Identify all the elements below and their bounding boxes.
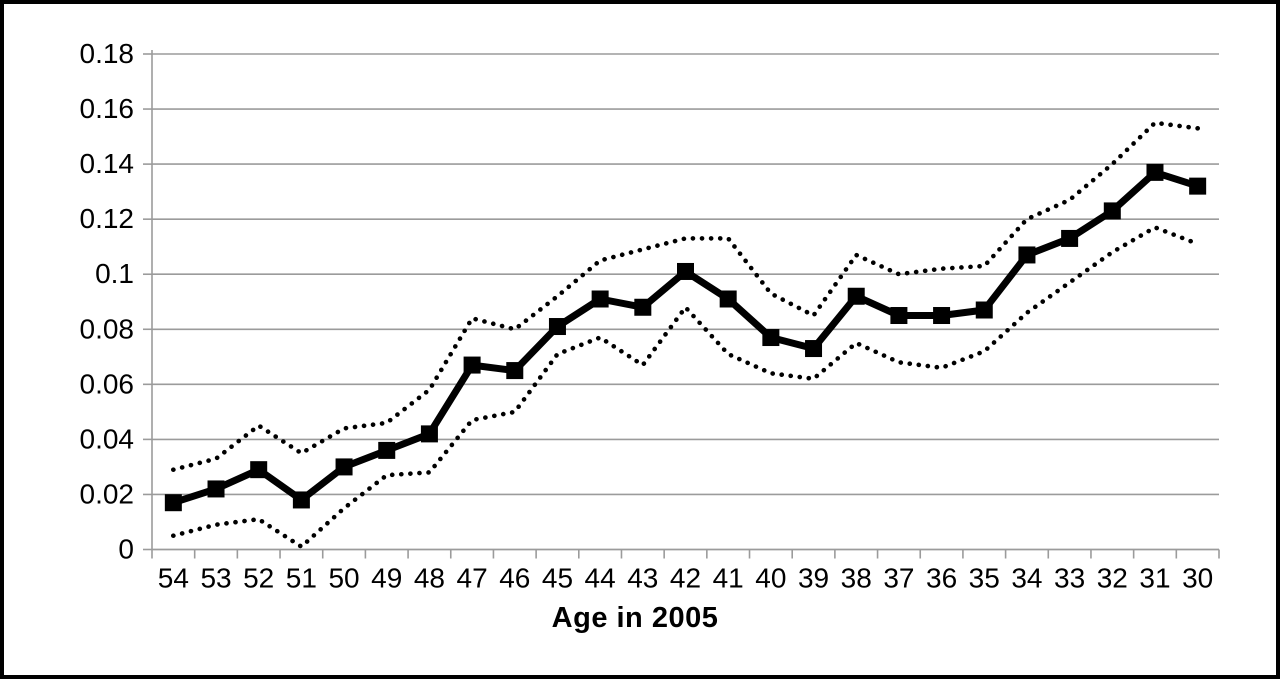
x-tick-label: 30 — [1182, 563, 1213, 594]
series-lower-bound-line — [171, 225, 1200, 550]
x-tick-label: 37 — [883, 563, 914, 594]
x-tick-label: 42 — [670, 563, 701, 594]
series-estimate-marker — [847, 287, 865, 305]
series-estimate-marker — [207, 480, 225, 498]
series-estimate-marker — [378, 441, 396, 459]
line-chart: 0.18 0.16 0.14 0.12 0.1 0.08 0.06 0.04 0.02 0 54 53… — [80, 38, 1220, 594]
series-estimate-marker — [1018, 246, 1036, 264]
x-tick-label: 39 — [798, 563, 829, 594]
x-tick-label: 32 — [1097, 563, 1128, 594]
series-estimate-marker — [719, 290, 737, 308]
series-estimate-marker — [250, 461, 268, 479]
y-tick-label: 0.12 — [80, 203, 135, 234]
x-tick-label: 41 — [713, 563, 744, 594]
x-tick-label: 50 — [328, 563, 359, 594]
series-estimate-marker — [677, 262, 694, 280]
series-estimate-marker — [933, 307, 951, 325]
y-tick-label: 0.02 — [80, 478, 135, 509]
x-tick-label: 36 — [926, 563, 957, 594]
series-estimate-marker — [975, 301, 993, 319]
x-tick-label: 40 — [755, 563, 786, 594]
x-tick-label: 49 — [371, 563, 402, 594]
y-tick-label: 0.16 — [80, 93, 135, 124]
x-tick-label: 48 — [414, 563, 445, 594]
series-estimate-marker — [164, 494, 182, 512]
x-tick-label: 43 — [627, 563, 658, 594]
x-tick-label: 45 — [542, 563, 573, 594]
series-estimate-marker — [335, 458, 353, 476]
x-tick-label: 46 — [499, 563, 530, 594]
series-estimate-marker — [1103, 202, 1121, 220]
x-axis-title: Age in 2005 — [551, 602, 719, 634]
x-tick-label: 52 — [243, 563, 274, 594]
x-tick-label: 31 — [1139, 563, 1170, 594]
x-tick-label: 51 — [286, 563, 317, 594]
x-tick-label: 54 — [158, 563, 189, 594]
series-estimate-line — [172, 168, 1199, 507]
y-tick-label: 0.06 — [80, 368, 135, 399]
series-estimate-marker — [1189, 177, 1207, 195]
x-tick-label: 44 — [585, 563, 616, 594]
y-tick-label: 0.04 — [80, 423, 135, 454]
x-tick-label: 35 — [969, 563, 1000, 594]
series-estimate-marker — [762, 329, 780, 347]
x-tick-label: 38 — [841, 563, 872, 594]
x-tick-label: 53 — [200, 563, 231, 594]
series-estimate-marker — [1061, 229, 1079, 247]
y-tick-label: 0 — [118, 534, 134, 565]
x-tick-label: 47 — [457, 563, 488, 594]
y-tick-label: 0.1 — [95, 258, 134, 289]
series-estimate-marker — [805, 340, 823, 358]
x-tick-label: 34 — [1011, 563, 1042, 594]
y-tick-label: 0.18 — [80, 38, 135, 69]
series-estimate-marker — [890, 307, 908, 325]
series-estimate-marker — [548, 318, 566, 336]
series-estimate-marker — [591, 290, 609, 308]
x-tick-label: 33 — [1054, 563, 1085, 594]
series-estimate-marker — [634, 298, 652, 316]
y-tick-label: 0.14 — [80, 148, 135, 179]
series-estimate-marker — [292, 491, 310, 509]
series-estimate-marker — [420, 425, 438, 443]
y-tick-label: 0.08 — [80, 313, 135, 344]
series-estimate-marker — [463, 356, 481, 374]
series-estimate-marker — [1146, 163, 1164, 181]
series-estimate-marker — [506, 362, 524, 380]
series-upper-bound-line — [171, 120, 1200, 473]
